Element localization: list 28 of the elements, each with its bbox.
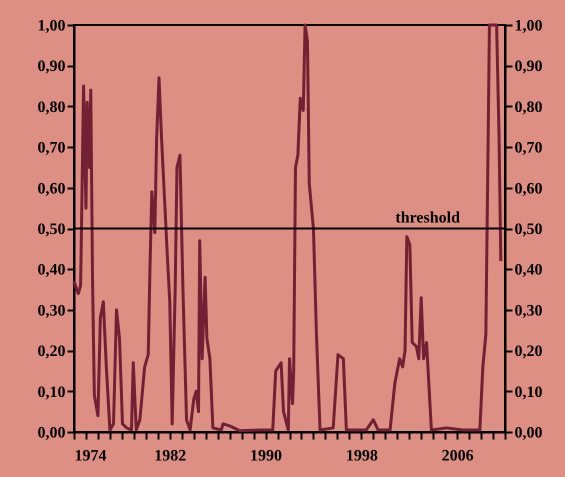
y-tick-label: 0,90 (38, 58, 66, 76)
y2-tick-label: 0,40 (514, 262, 542, 279)
y2-tick-label: 0,30 (514, 302, 542, 320)
y-tick-label: 0,40 (38, 262, 66, 279)
y-tick-label: 0,00 (38, 424, 66, 442)
y2-tick-label: 0,20 (514, 343, 542, 360)
y-tick-label: 1,00 (38, 18, 66, 34)
y-tick-label: 0,80 (38, 98, 66, 116)
y2-tick-label: 0,60 (514, 180, 542, 198)
y-tick-label: 0,60 (38, 180, 66, 198)
x-tick-label: 2006 (442, 448, 474, 464)
y-tick-label: 0,50 (38, 221, 66, 238)
x-tick-label: 1974 (74, 448, 106, 464)
y2-tick-label: 0,90 (514, 58, 542, 76)
y2-tick-label: 0,70 (514, 140, 542, 157)
x-tick-label: 1990 (250, 448, 282, 464)
y2-tick-label: 1,00 (514, 18, 542, 34)
x-tick-label: 1982 (154, 448, 186, 464)
y2-tick-label: 0,80 (514, 98, 542, 116)
y-tick-label: 0,20 (38, 343, 66, 360)
y2-tick-label: 0,10 (514, 384, 542, 401)
y2-tick-label: 0,50 (514, 221, 542, 238)
y2-tick-label: 0,00 (514, 424, 542, 442)
x-tick-label: 1998 (346, 448, 378, 464)
ref-line-label: threshold (395, 210, 460, 226)
y-tick-label: 0,10 (38, 384, 66, 401)
y-tick-label: 0,70 (38, 140, 66, 157)
y-tick-label: 0,30 (38, 302, 66, 320)
